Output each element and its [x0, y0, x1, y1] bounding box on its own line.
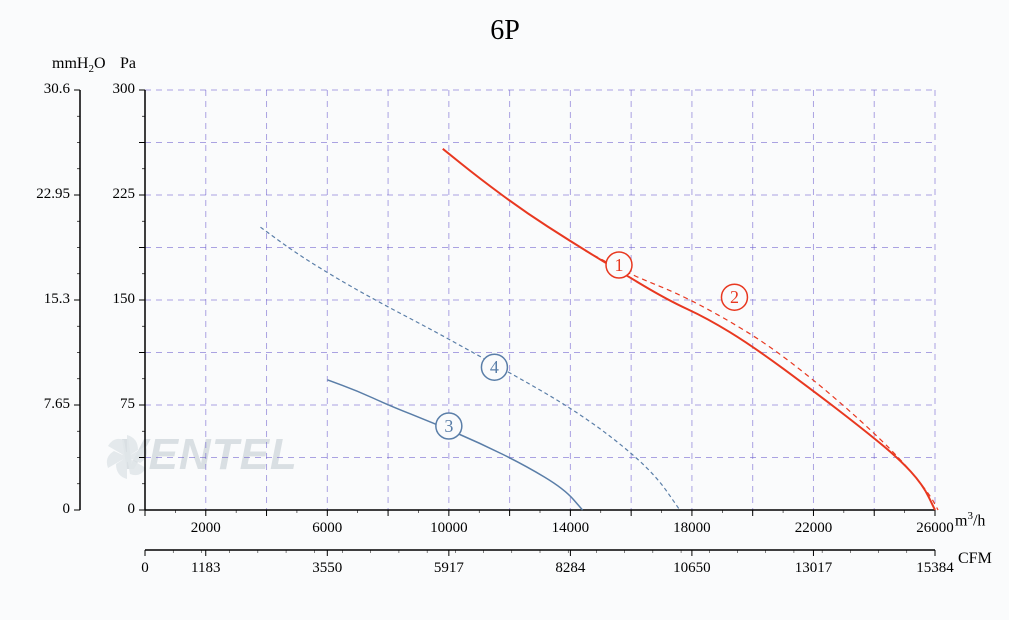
axis-label: CFM [958, 550, 992, 568]
tick-label: 225 [113, 186, 136, 203]
curve-label-curve2: 2 [730, 287, 739, 307]
axes [74, 90, 935, 556]
tick-label: 22000 [795, 520, 833, 537]
tick-label: 15384 [916, 560, 954, 577]
tick-label: 26000 [916, 520, 954, 537]
curve-curve2 [586, 251, 938, 510]
tick-label: 0 [63, 501, 71, 518]
tick-label: 150 [113, 291, 136, 308]
series-labels: 1 2 3 4 [436, 252, 748, 439]
tick-label: 10650 [673, 560, 711, 577]
tick-label: 13017 [795, 560, 833, 577]
chart-container: 6P VENTEL 1234 07515022530007.6515.322.9… [0, 0, 1009, 620]
tick-label: 0 [141, 560, 149, 577]
tick-label: 15.3 [44, 291, 70, 308]
axis-label: mmH2O [52, 55, 106, 75]
tick-label: 3550 [312, 560, 342, 577]
tick-label: 10000 [430, 520, 468, 537]
tick-label: 0 [128, 501, 136, 518]
tick-label: 1183 [191, 560, 220, 577]
grid [145, 90, 935, 510]
curve-label-curve4: 4 [490, 357, 499, 377]
tick-label: 7.65 [44, 396, 70, 413]
tick-label: 300 [113, 81, 136, 98]
series [260, 149, 938, 510]
tick-label: 75 [120, 396, 135, 413]
axis-label: m3/h [955, 510, 985, 530]
tick-label: 14000 [552, 520, 590, 537]
curve-label-curve3: 3 [444, 416, 453, 436]
chart-svg: 1 2 3 4 [0, 0, 1009, 620]
curve-curve3 [327, 380, 582, 510]
tick-label: 8284 [555, 560, 585, 577]
tick-label: 30.6 [44, 81, 70, 98]
curve-curve1 [443, 149, 935, 510]
curve-label-curve1: 1 [615, 255, 624, 275]
tick-label: 22.95 [36, 186, 70, 203]
tick-label: 5917 [434, 560, 464, 577]
axis-label: Pa [120, 55, 136, 73]
tick-label: 6000 [312, 520, 342, 537]
tick-label: 18000 [673, 520, 711, 537]
tick-label: 2000 [191, 520, 221, 537]
